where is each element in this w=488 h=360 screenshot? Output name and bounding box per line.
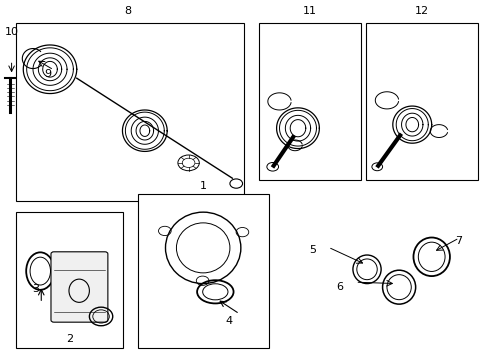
- FancyBboxPatch shape: [51, 252, 108, 322]
- Bar: [16, 212, 122, 348]
- Bar: [137, 194, 268, 348]
- Text: 1: 1: [199, 181, 206, 191]
- Text: 6: 6: [335, 282, 342, 292]
- Text: 10: 10: [5, 27, 19, 37]
- Text: 5: 5: [308, 245, 315, 255]
- Bar: [259, 23, 361, 180]
- Bar: [366, 23, 477, 180]
- Bar: [16, 23, 244, 202]
- Text: 4: 4: [225, 316, 232, 326]
- Text: 8: 8: [124, 6, 131, 16]
- Text: 12: 12: [414, 6, 428, 16]
- Text: 9: 9: [44, 69, 51, 79]
- Text: 3: 3: [32, 284, 39, 294]
- Text: 2: 2: [66, 334, 73, 344]
- Text: 11: 11: [303, 6, 317, 16]
- Text: 7: 7: [454, 236, 461, 246]
